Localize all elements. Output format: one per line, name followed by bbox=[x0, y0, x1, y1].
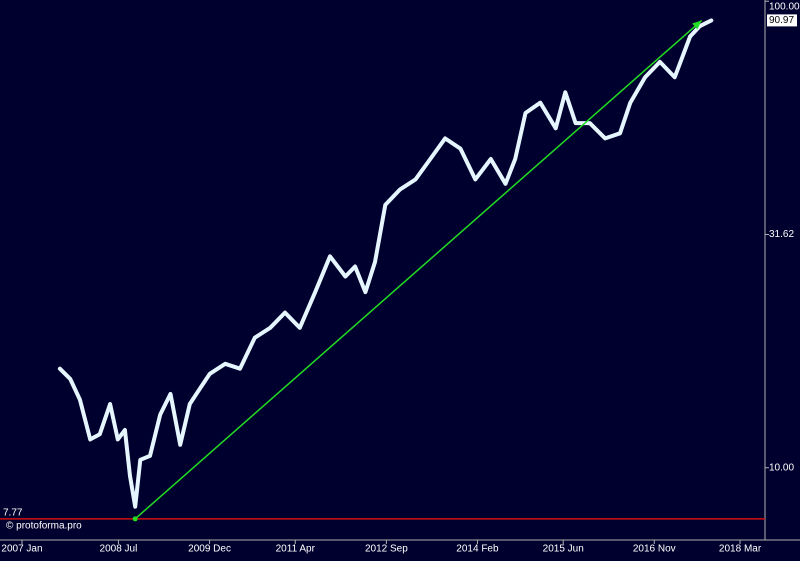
y-tick-label: 31.62 bbox=[769, 229, 794, 240]
y-tick-label: 100.00 bbox=[769, 2, 800, 13]
arrow-start bbox=[132, 516, 138, 522]
x-tick-label: 2011 Apr bbox=[276, 544, 316, 555]
arrow-head bbox=[692, 20, 702, 30]
x-tick-label: 2007 Jan bbox=[1, 544, 42, 555]
x-tick-label: 2008 Jul bbox=[100, 544, 138, 555]
last-price-label: 90.97 bbox=[769, 15, 794, 26]
x-tick-label: 2018 Mar bbox=[719, 544, 762, 555]
x-tick-label: 2009 Dec bbox=[188, 544, 231, 555]
x-tick-label: 2015 Jun bbox=[543, 544, 584, 555]
watermark: © protoforma.pro bbox=[6, 521, 82, 532]
last-price-box bbox=[767, 14, 797, 27]
support-label: 7.77 bbox=[3, 507, 23, 518]
x-tick-label: 2012 Sep bbox=[365, 544, 408, 555]
trend-arrow bbox=[134, 19, 703, 520]
price-line bbox=[57, 18, 714, 509]
x-tick-label: 2016 Nov bbox=[633, 544, 676, 555]
y-tick-label: 10.00 bbox=[769, 462, 794, 473]
x-tick-label: 2014 Feb bbox=[456, 544, 499, 555]
